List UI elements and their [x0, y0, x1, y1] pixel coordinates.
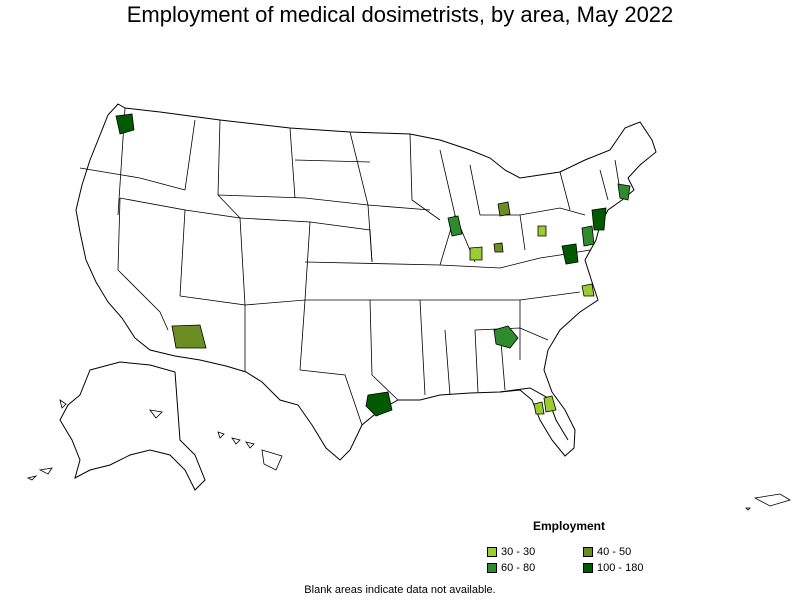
legend-item: 60 - 80 [487, 562, 535, 574]
legend-label: 30 - 30 [501, 546, 536, 558]
legend-swatch [487, 547, 497, 557]
alaska-outline [59, 361, 206, 491]
area-chicago [447, 215, 463, 237]
legend-label: 100 - 180 [597, 562, 644, 574]
area-houston [365, 391, 393, 417]
area-boston [617, 183, 631, 201]
area-orlando [543, 395, 557, 413]
area-newyork [591, 207, 607, 231]
legend-item: 100 - 180 [583, 562, 643, 574]
area-virginia [581, 283, 595, 297]
area-atlanta [493, 325, 519, 349]
hawaii-islands [217, 431, 283, 471]
legend-item: 30 - 30 [487, 546, 535, 558]
map-title: Employment of medical dosimetrists, by a… [126, 2, 674, 27]
legend-label: 40 - 50 [597, 546, 632, 558]
area-dc [561, 243, 579, 265]
area-phoenix [171, 324, 207, 349]
area-indianapolis [469, 246, 483, 261]
footnote: Blank areas indicate data not available. [304, 584, 496, 596]
legend-title: Employment [533, 519, 606, 533]
area-detroit [497, 201, 511, 217]
area-tampa [533, 401, 545, 415]
area-cincinnati [493, 242, 504, 253]
legend-label: 60 - 80 [501, 562, 536, 574]
puerto-rico [745, 493, 791, 511]
legend-item: 40 - 50 [583, 546, 631, 558]
state-boundaries [79, 107, 621, 426]
highlighted-areas [115, 113, 631, 417]
area-philadelphia [581, 225, 595, 247]
legend-swatch [583, 547, 593, 557]
alaska-islands [26, 399, 163, 481]
legend-swatch [583, 563, 593, 573]
area-seattle [115, 113, 135, 135]
area-pittsburgh [537, 225, 547, 237]
legend-swatch [487, 563, 497, 573]
